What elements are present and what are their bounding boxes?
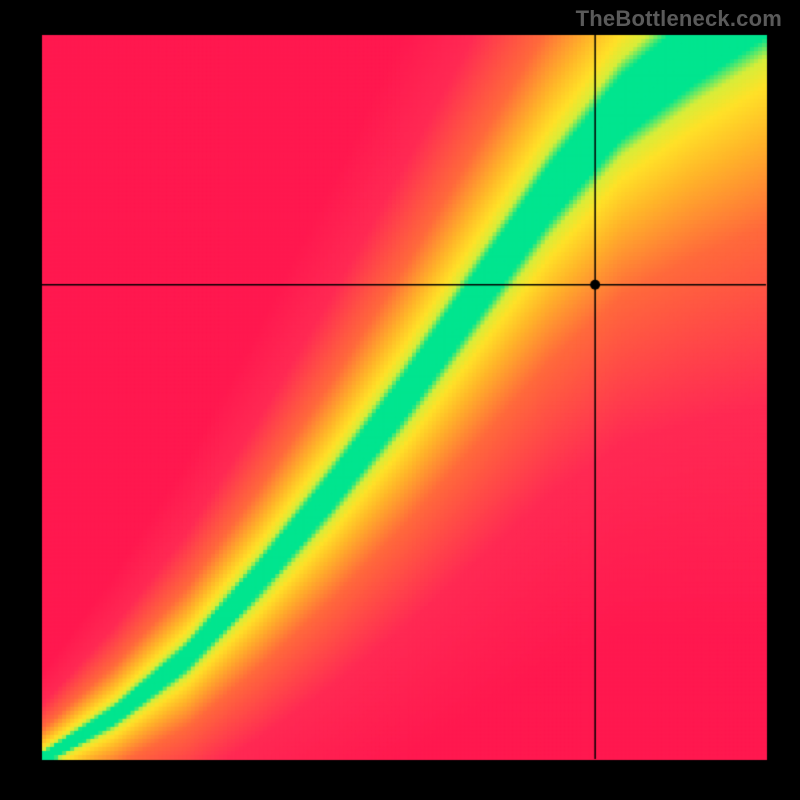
watermark-text: TheBottleneck.com — [576, 6, 782, 32]
bottleneck-heatmap — [0, 0, 800, 800]
chart-container: TheBottleneck.com — [0, 0, 800, 800]
